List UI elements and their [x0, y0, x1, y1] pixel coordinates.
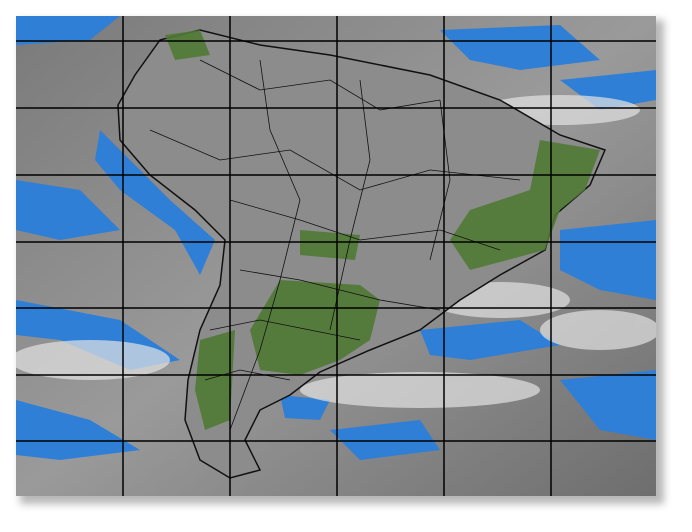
borders: [149, 59, 521, 431]
graticule: [16, 16, 656, 496]
continent: [117, 29, 607, 479]
vegetation: [165, 30, 600, 430]
image: [16, 16, 656, 496]
